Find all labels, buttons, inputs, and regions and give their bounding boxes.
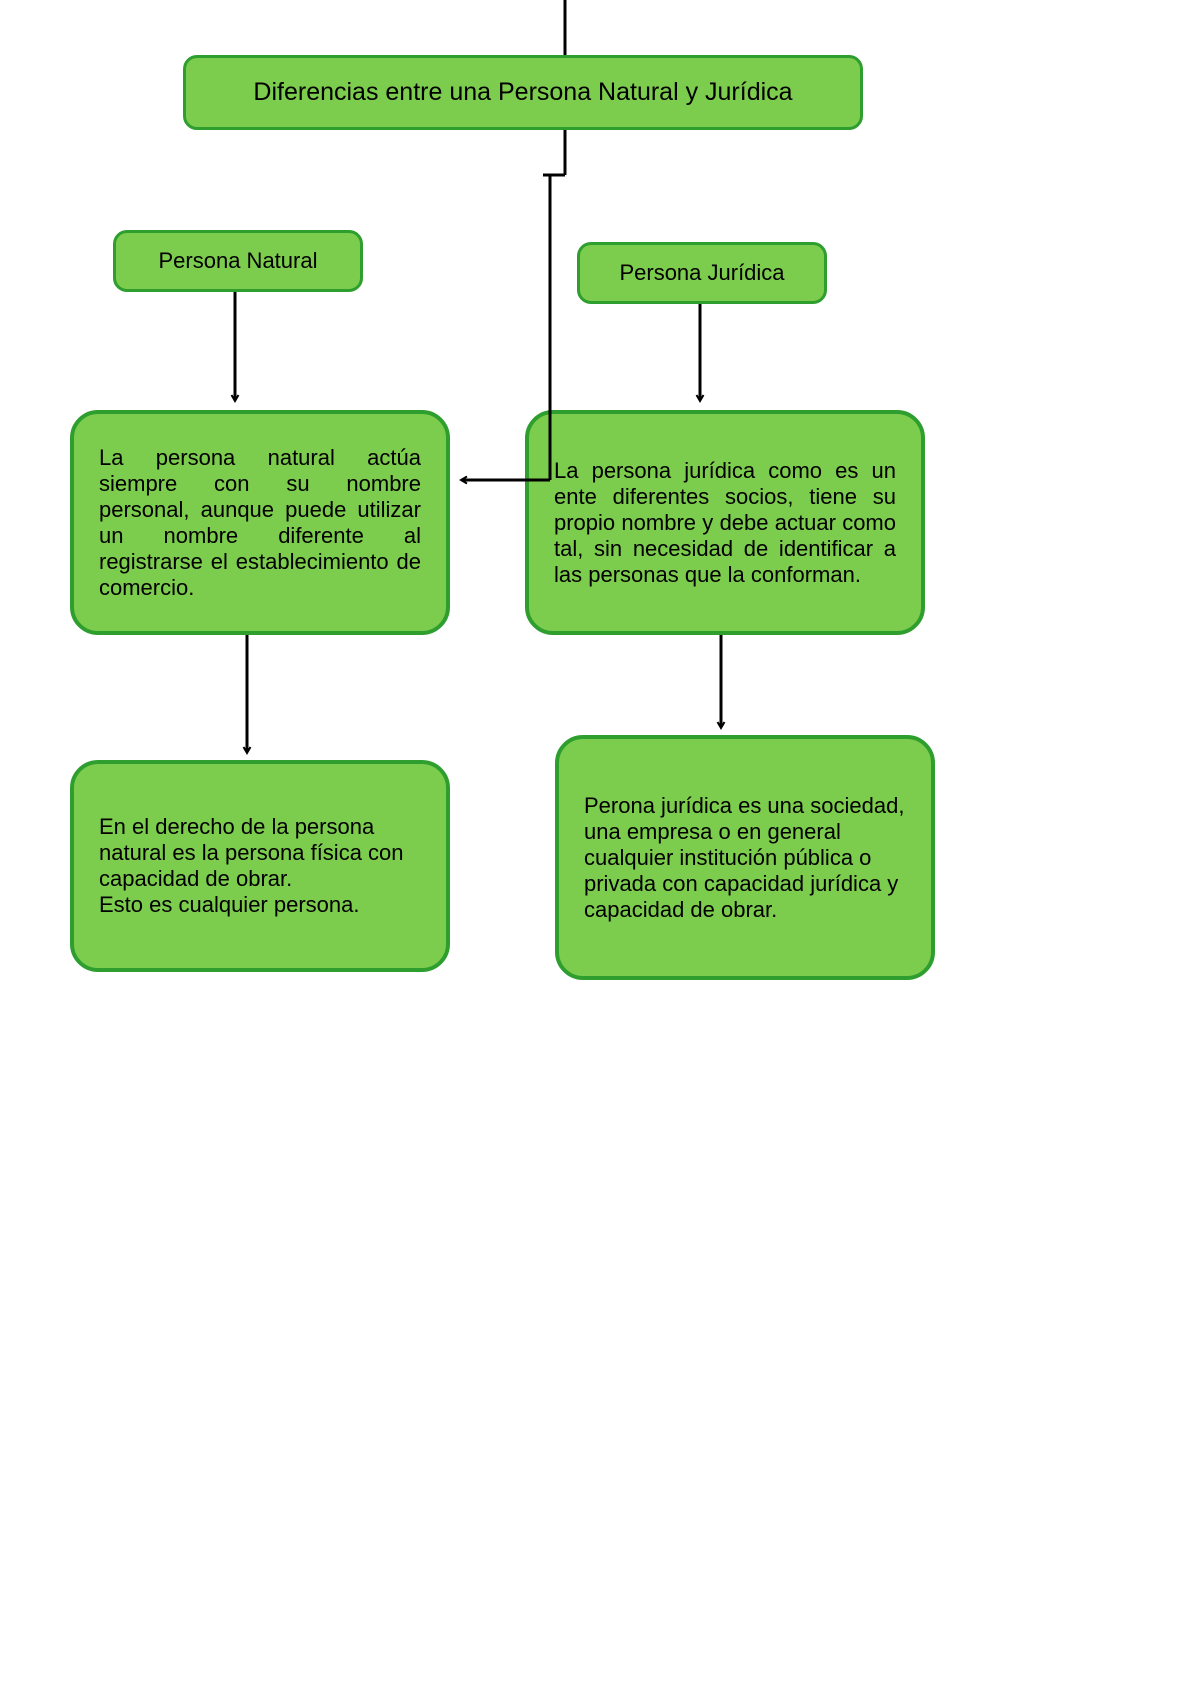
edges-layer xyxy=(0,0,1200,1698)
